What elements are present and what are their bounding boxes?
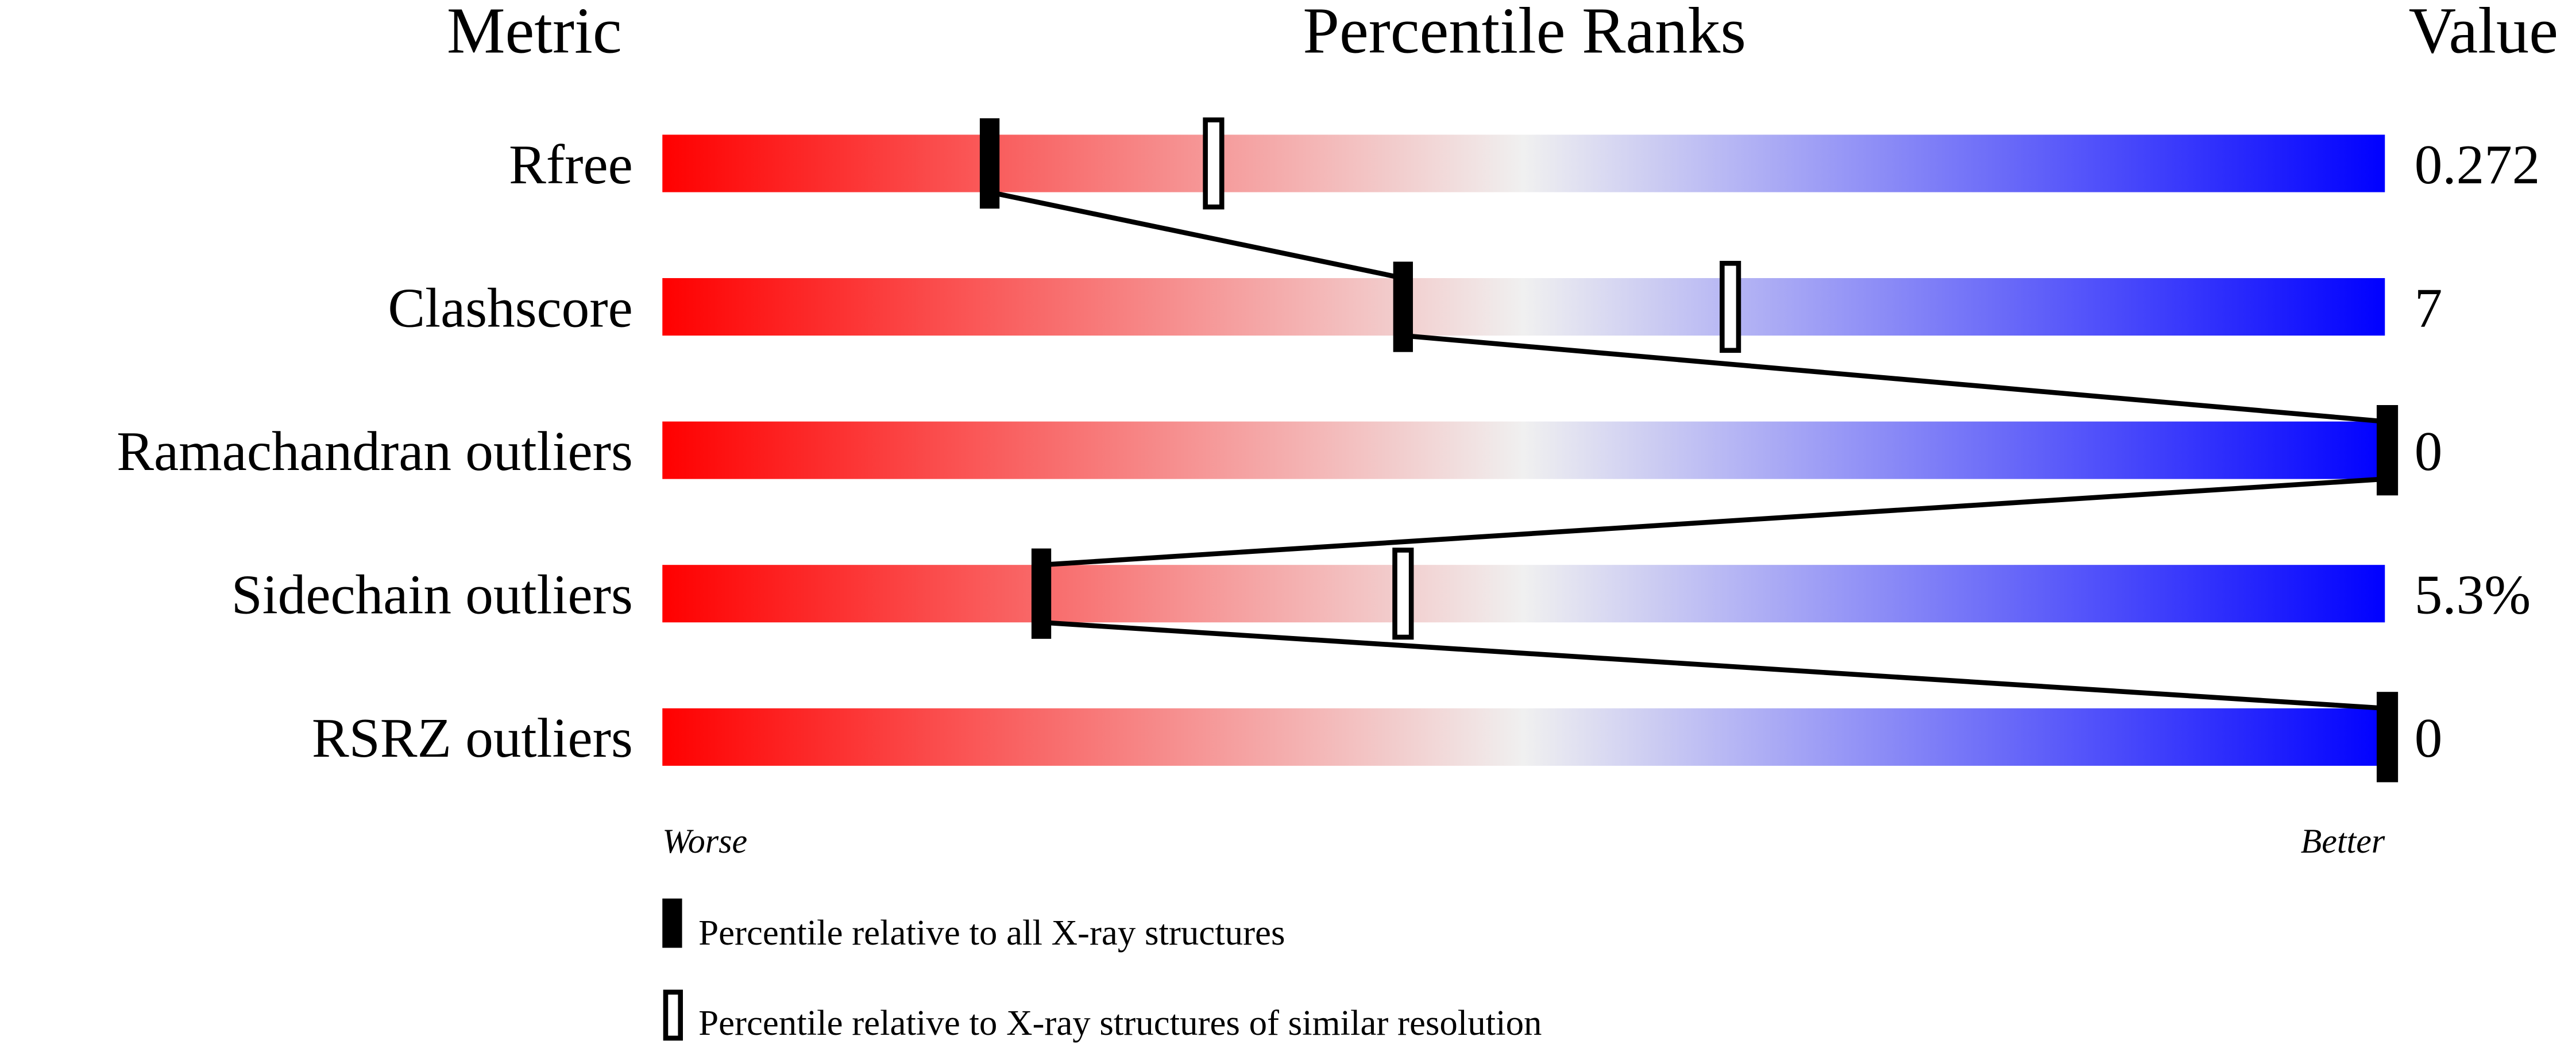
connector-line [1041, 619, 2385, 711]
marker-all-xray [1031, 548, 1052, 639]
header-percentile-ranks: Percentile Ranks [1303, 0, 1746, 67]
axis-label-better: Better [2301, 822, 2385, 860]
percentile-bar [662, 565, 2385, 623]
marker-all-xray [979, 118, 1000, 209]
metric-value: 7 [2415, 277, 2443, 339]
metric-label: RSRZ outliers [312, 707, 633, 769]
connector-line [1041, 476, 2385, 568]
legend-label-all: Percentile relative to all X-ray structu… [698, 912, 1285, 953]
percentile-bar [662, 708, 2385, 766]
percentile-bar [662, 421, 2385, 479]
marker-all-xray [1393, 261, 1413, 352]
marker-all-xray [2376, 692, 2399, 783]
metric-label: Rfree [509, 134, 633, 196]
percentile-bar [662, 278, 2385, 336]
legend-open-marker [663, 989, 683, 1041]
legend-filled-marker [662, 898, 682, 948]
metric-label: Ramachandran outliers [117, 421, 633, 483]
header-value: Value [2409, 0, 2558, 67]
marker-similar-resolution [1203, 117, 1225, 210]
metric-label: Clashscore [388, 277, 632, 339]
metric-value: 0.272 [2415, 134, 2540, 196]
metric-value: 5.3% [2415, 564, 2531, 626]
connector-line [1403, 333, 2385, 424]
marker-similar-resolution [1392, 548, 1414, 640]
metric-label: Sidechain outliers [231, 564, 633, 626]
metric-value: 0 [2415, 707, 2443, 769]
connector-line [989, 190, 1404, 281]
axis-label-worse: Worse [662, 822, 747, 860]
marker-all-xray [2376, 405, 2399, 496]
header-metric: Metric [447, 0, 622, 67]
marker-similar-resolution [1720, 260, 1741, 353]
legend-label-similar: Percentile relative to X-ray structures … [698, 1003, 1542, 1043]
metric-value: 0 [2415, 421, 2443, 483]
percentile-bar [662, 134, 2385, 192]
